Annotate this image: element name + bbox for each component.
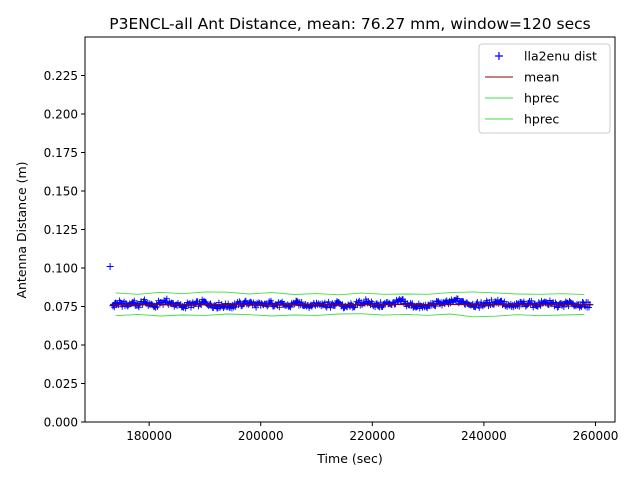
y-tick-label: 0.050: [44, 339, 78, 353]
data-point: [261, 300, 268, 307]
y-tick-label: 0.075: [44, 300, 78, 314]
x-tick-label: 180000: [126, 429, 172, 443]
data-point: [220, 304, 227, 311]
data-point: [327, 304, 334, 311]
legend-box: [478, 43, 611, 134]
data-point: [368, 298, 375, 305]
x-tick-label: 260000: [573, 429, 619, 443]
data-point: [528, 297, 535, 304]
legend: lla2enu dist mean hprec hprec: [478, 43, 611, 134]
data-point: [554, 304, 561, 311]
data-point: [276, 304, 283, 311]
legend-label-hprec: hprec: [524, 112, 559, 127]
y-axis-label: Antenna Distance (m): [14, 161, 29, 298]
data-point: [409, 300, 416, 307]
data-point: [467, 302, 474, 309]
data-point: [460, 298, 467, 305]
y-tick-label: 0.175: [44, 146, 78, 160]
data-point: [135, 304, 142, 311]
data-point: [134, 300, 141, 307]
data-point: [244, 300, 251, 307]
series-lla2enu-dist: [106, 262, 594, 312]
data-point: [188, 304, 194, 311]
x-axis-label: Time (sec): [316, 451, 382, 466]
data-point: [476, 304, 483, 311]
data-point: [454, 295, 461, 302]
x-tick-label: 220000: [349, 429, 395, 443]
data-point: [283, 302, 290, 309]
y-tick-label: 0.025: [44, 377, 78, 391]
legend-swatch-lla2enu-dist: [495, 52, 503, 60]
data-point: [111, 304, 118, 311]
data-point: [523, 302, 530, 309]
y-axis: 0.000 0.025 0.050 0.075 0.100 0.125 0.150 0.175…: [44, 69, 85, 430]
data-point: [247, 298, 254, 305]
y-tick-label: 0.150: [44, 185, 78, 199]
data-point: [472, 304, 479, 311]
legend-label-hprec: hprec: [524, 91, 559, 106]
data-point: [463, 299, 471, 307]
data-point: [473, 300, 480, 307]
plot-area: [106, 262, 594, 318]
data-point: [435, 298, 442, 305]
data-point: [325, 298, 332, 305]
plot-frame: [84, 36, 616, 423]
chart-title: P3ENCL-all Ant Distance, mean: 76.27 mm,…: [109, 15, 590, 33]
data-point: [373, 300, 380, 307]
x-axis: 180000 200000 220000 240000 260000: [126, 422, 618, 443]
data-point: [106, 262, 114, 270]
y-tick-label: 0.225: [44, 69, 78, 83]
data-point: [141, 296, 148, 303]
data-point: [253, 304, 260, 311]
y-tick-label: 0.125: [44, 223, 78, 237]
legend-label-mean: mean: [524, 70, 559, 85]
data-point: [488, 296, 495, 303]
y-tick-label: 0.000: [44, 416, 78, 430]
y-tick-label: 0.200: [44, 108, 78, 122]
data-point: [153, 300, 160, 307]
data-point: [356, 297, 363, 304]
data-point: [236, 298, 243, 305]
data-point: [431, 302, 438, 309]
x-tick-label: 240000: [461, 429, 507, 443]
legend-label-lla2enu-dist: lla2enu dist: [524, 49, 597, 64]
data-point: [332, 302, 339, 309]
data-point: [163, 295, 170, 302]
data-point: [194, 298, 201, 305]
data-point: [114, 300, 121, 307]
series-hprec-2: [115, 291, 585, 296]
data-point: [498, 297, 505, 304]
data-point: [439, 302, 446, 309]
data-point: [530, 304, 537, 311]
data-point: [294, 297, 300, 304]
data-point: [267, 297, 274, 304]
data-point: [585, 304, 592, 311]
series-hprec-3: [115, 313, 585, 318]
data-point: [562, 298, 569, 305]
y-tick-label: 0.100: [44, 262, 78, 276]
data-point: [501, 298, 508, 305]
x-tick-label: 200000: [238, 429, 284, 443]
